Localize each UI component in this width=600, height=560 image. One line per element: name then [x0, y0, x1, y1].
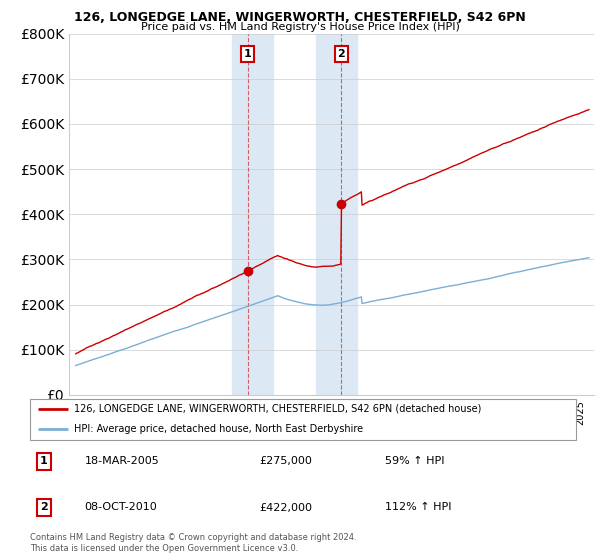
Text: Price paid vs. HM Land Registry's House Price Index (HPI): Price paid vs. HM Land Registry's House … [140, 22, 460, 32]
Text: 1: 1 [244, 49, 251, 59]
Text: £275,000: £275,000 [259, 456, 312, 466]
Text: 112% ↑ HPI: 112% ↑ HPI [385, 502, 451, 512]
Bar [316, 34, 357, 395]
Text: 2: 2 [40, 502, 47, 512]
Text: 126, LONGEDGE LANE, WINGERWORTH, CHESTERFIELD, S42 6PN (detached house): 126, LONGEDGE LANE, WINGERWORTH, CHESTER… [74, 404, 481, 414]
Text: £422,000: £422,000 [259, 502, 313, 512]
Text: 59% ↑ HPI: 59% ↑ HPI [385, 456, 445, 466]
Text: 08-OCT-2010: 08-OCT-2010 [85, 502, 157, 512]
Text: 2: 2 [337, 49, 345, 59]
Text: Contains HM Land Registry data © Crown copyright and database right 2024.
This d: Contains HM Land Registry data © Crown c… [30, 533, 356, 553]
Text: HPI: Average price, detached house, North East Derbyshire: HPI: Average price, detached house, Nort… [74, 424, 363, 435]
Bar [232, 34, 272, 395]
FancyBboxPatch shape [30, 399, 576, 440]
Text: 1: 1 [40, 456, 47, 466]
Text: 126, LONGEDGE LANE, WINGERWORTH, CHESTERFIELD, S42 6PN: 126, LONGEDGE LANE, WINGERWORTH, CHESTER… [74, 11, 526, 24]
Text: 18-MAR-2005: 18-MAR-2005 [85, 456, 160, 466]
